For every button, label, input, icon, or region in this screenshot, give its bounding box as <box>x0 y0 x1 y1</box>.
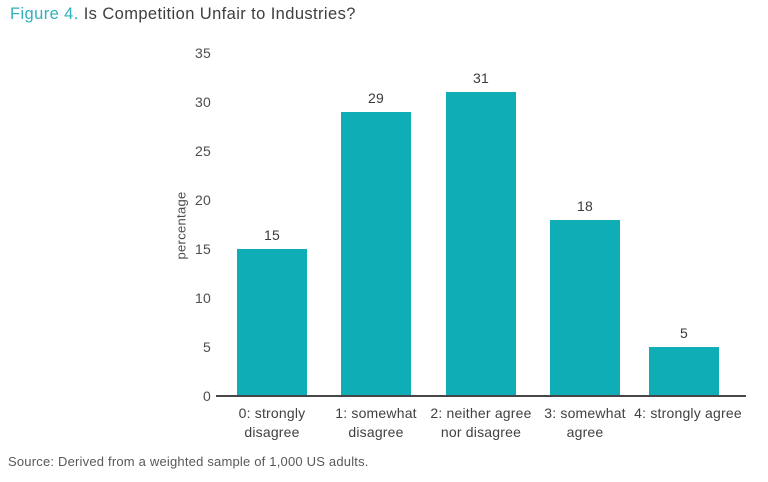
bar-2 <box>446 92 516 396</box>
figure-title-text: Is Competition Unfair to Industries? <box>78 5 356 23</box>
bar-value-label: 15 <box>264 227 280 243</box>
bar-3 <box>550 219 620 396</box>
x-axis-tick-label: 2: neither agree nor disagree <box>430 405 532 440</box>
y-tick-label: 35 <box>195 45 211 61</box>
x-axis-line <box>216 395 746 397</box>
x-axis-tick-label: 3: somewhat agree <box>544 405 626 440</box>
x-axis-tick-label: 1: somewhat disagree <box>335 405 417 440</box>
bar-value-label: 5 <box>680 325 688 341</box>
bar-value-label: 29 <box>368 89 384 106</box>
y-tick-label: 10 <box>195 290 211 306</box>
x-axis-tick-label: 4: strongly agree <box>634 405 742 421</box>
bar-4 <box>649 347 719 396</box>
source-note: Source: Derived from a weighted sample o… <box>8 454 369 469</box>
page-title: Figure 4. Is Competition Unfair to Indus… <box>10 5 356 24</box>
y-tick-label: 25 <box>195 143 211 159</box>
y-tick-label: 0 <box>203 388 211 404</box>
y-tick-label: 30 <box>195 94 211 110</box>
bar-1 <box>341 111 411 396</box>
bar-0 <box>237 249 307 396</box>
x-axis-tick-label: 0: strongly disagree <box>238 405 306 440</box>
figure-number: Figure 4. <box>10 5 79 23</box>
y-tick-label: 20 <box>195 192 211 208</box>
y-tick-label: 15 <box>195 241 211 257</box>
bar-value-label: 31 <box>473 70 489 87</box>
y-tick-label: 5 <box>203 339 211 355</box>
bar-value-label: 18 <box>577 197 593 214</box>
